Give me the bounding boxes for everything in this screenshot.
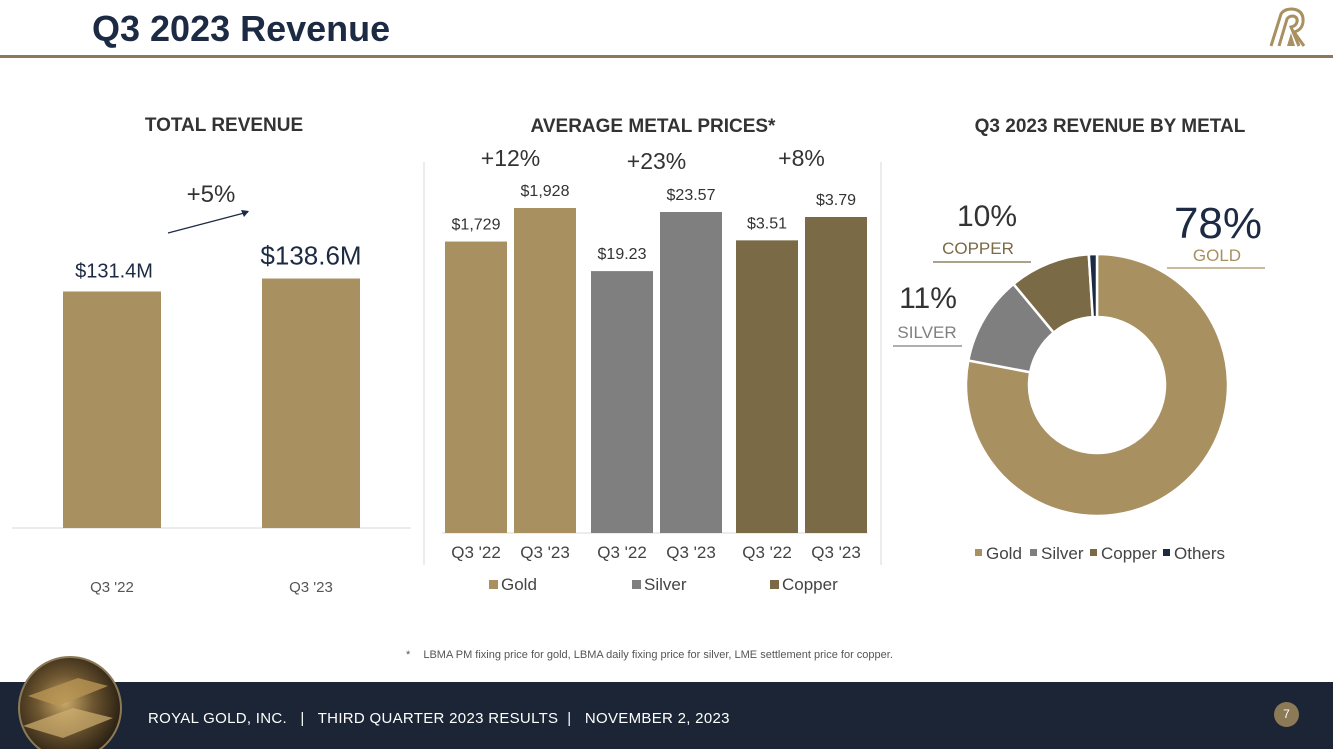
metal-prices-tick-label: Q3 '22 bbox=[451, 543, 501, 562]
footnote-marker: * bbox=[406, 649, 411, 661]
copper-callout-pct: 10% bbox=[957, 200, 1017, 233]
footer-bar bbox=[0, 682, 1333, 749]
silver-legend-swatch bbox=[1030, 549, 1037, 556]
metal-prices-title: AVERAGE METAL PRICES* bbox=[530, 116, 776, 137]
royal-gold-logo-icon bbox=[1269, 7, 1306, 47]
copper-legend-label: Copper bbox=[782, 575, 838, 594]
total-revenue-tick-label: Q3 '23 bbox=[289, 579, 333, 596]
page-number-badge: 7 bbox=[1274, 702, 1299, 727]
gold-legend-label: Gold bbox=[986, 544, 1022, 563]
copper-legend-swatch bbox=[770, 580, 779, 589]
metal-prices-tick-label: Q3 '23 bbox=[666, 543, 716, 562]
total-revenue-title: TOTAL REVENUE bbox=[144, 115, 304, 136]
silver-callout-pct: 11% bbox=[899, 282, 957, 315]
revenue-by-metal-chart: 78% GOLD 11% SILVER 10% COPPER Gold Silve… bbox=[893, 199, 1265, 563]
gold-callout-pct: 78% bbox=[1174, 199, 1262, 248]
total-revenue-value-label: $131.4M bbox=[75, 260, 153, 282]
copper-legend-swatch bbox=[1090, 549, 1097, 556]
gold-price-label: $1,928 bbox=[521, 183, 570, 200]
gold-price-bar bbox=[514, 208, 576, 533]
gold-legend-swatch bbox=[489, 580, 498, 589]
copper-change-label: +8% bbox=[778, 145, 825, 171]
metal-prices-tick-label: Q3 '22 bbox=[742, 543, 792, 562]
metal-prices-tick-label: Q3 '23 bbox=[811, 543, 861, 562]
copper-legend-label: Copper bbox=[1101, 544, 1157, 563]
gold-legend-label: Gold bbox=[501, 575, 537, 594]
gold-change-label: +12% bbox=[481, 145, 540, 171]
growth-arrow-line bbox=[167, 211, 249, 234]
metal-prices-tick-label: Q3 '23 bbox=[520, 543, 570, 562]
others-legend-label: Others bbox=[1174, 544, 1225, 563]
gold-price-bar bbox=[445, 241, 507, 533]
silver-legend-swatch bbox=[632, 580, 641, 589]
total-revenue-change-label: +5% bbox=[187, 181, 236, 208]
total-revenue-chart: $131.4M $138.6M Q3 '22 Q3 '23 +5% bbox=[12, 181, 411, 596]
copper-price-label: $3.79 bbox=[816, 192, 856, 209]
page-title: Q3 2023 Revenue bbox=[92, 8, 391, 49]
silver-price-label: $23.57 bbox=[667, 187, 716, 204]
gold-price-label: $1,729 bbox=[452, 217, 501, 234]
others-legend-swatch bbox=[1163, 549, 1170, 556]
gold-legend-swatch bbox=[975, 549, 982, 556]
silver-legend-label: Silver bbox=[644, 575, 687, 594]
metal-prices-chart: $1,729 $1,928 $19.23 $23.57 $3.51 $3.79 +12% +… bbox=[423, 145, 882, 594]
copper-price-label: $3.51 bbox=[747, 215, 787, 232]
copper-callout-label: COPPER bbox=[942, 239, 1014, 258]
gold-slice bbox=[964, 252, 1230, 518]
silver-price-bar bbox=[660, 212, 722, 533]
total-revenue-tick-label: Q3 '22 bbox=[90, 579, 134, 596]
copper-price-bar bbox=[736, 240, 798, 533]
silver-price-label: $19.23 bbox=[598, 246, 647, 263]
footnote: * LBMA PM fixing price for gold, LBMA da… bbox=[406, 649, 893, 661]
total-revenue-bar bbox=[63, 291, 161, 528]
others-slice bbox=[1087, 252, 1099, 319]
metal-prices-tick-label: Q3 '22 bbox=[597, 543, 647, 562]
silver-price-bar bbox=[591, 271, 653, 533]
silver-callout-label: SILVER bbox=[897, 323, 956, 342]
silver-legend-label: Silver bbox=[1041, 544, 1084, 563]
total-revenue-value-label: $138.6M bbox=[260, 241, 361, 271]
revenue-by-metal-title: Q3 2023 REVENUE BY METAL bbox=[974, 116, 1246, 137]
title-divider bbox=[0, 55, 1333, 58]
growth-arrow-head bbox=[241, 210, 249, 217]
gold-callout-label: GOLD bbox=[1193, 246, 1241, 265]
gold-bars-photo-icon bbox=[18, 656, 122, 749]
footnote-text: LBMA PM fixing price for gold, LBMA dail… bbox=[423, 649, 893, 661]
total-revenue-bar bbox=[262, 278, 360, 528]
silver-change-label: +23% bbox=[627, 148, 686, 174]
footer-text: ROYAL GOLD, INC. | THIRD QUARTER 2023 RE… bbox=[148, 710, 730, 727]
copper-price-bar bbox=[805, 217, 867, 533]
